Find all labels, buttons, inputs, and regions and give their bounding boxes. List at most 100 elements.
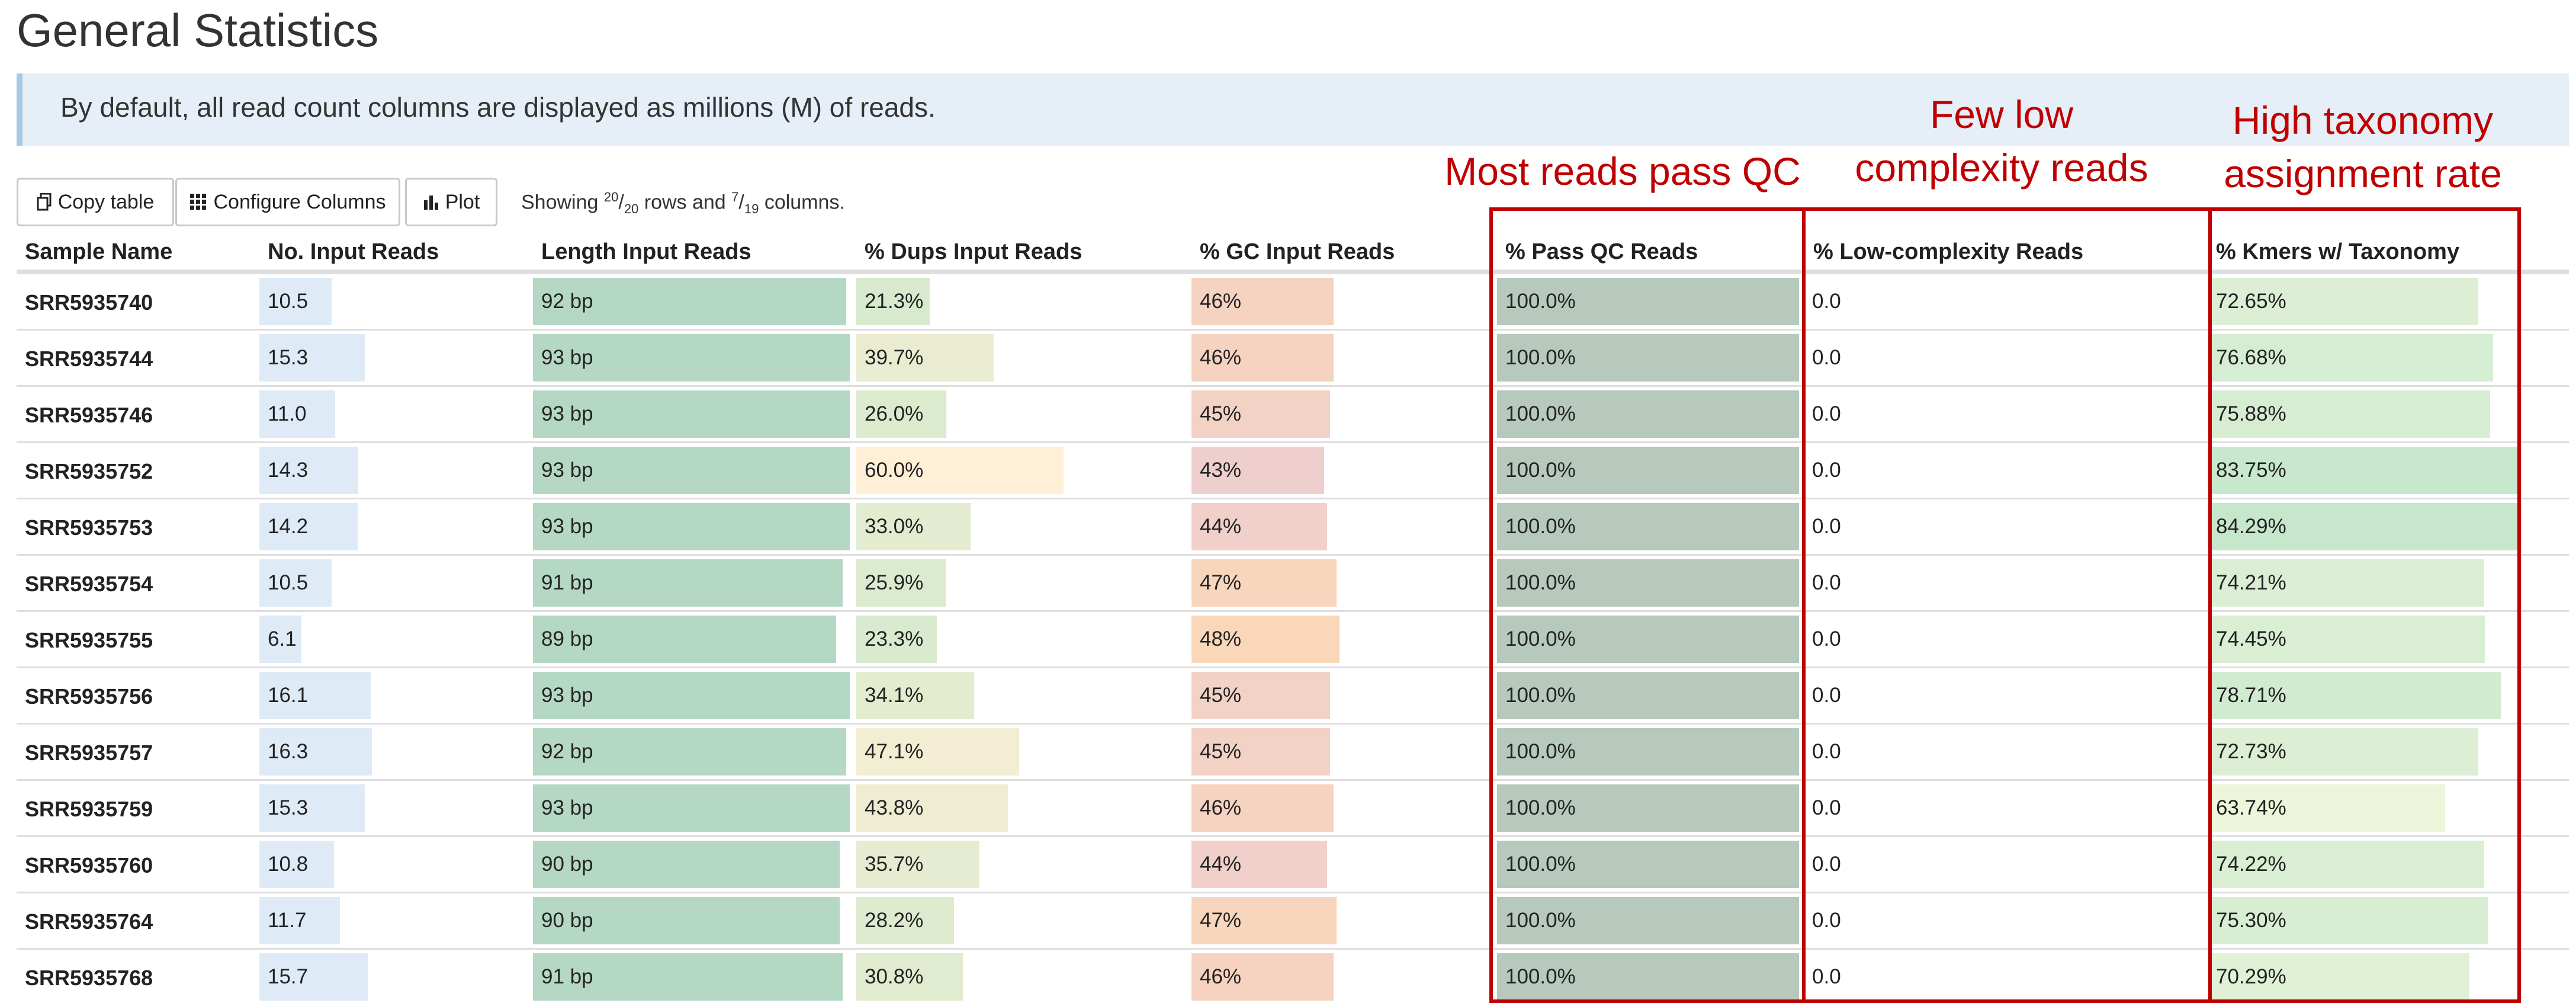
- input-cell: 16.1: [259, 672, 372, 719]
- column-header-input[interactable]: No. Input Reads: [268, 239, 439, 264]
- gc-value: 45%: [1200, 402, 1242, 425]
- lowc-cell: 0.0: [1805, 334, 2119, 382]
- info-notice-text: By default, all read count columns are d…: [60, 92, 936, 123]
- lowc-value: 0.0: [1812, 627, 1841, 650]
- input-bar: [259, 672, 371, 719]
- input-bar: [259, 278, 332, 325]
- lowc-value: 0.0: [1812, 571, 1841, 594]
- input-value: 10.5: [268, 290, 309, 313]
- dups-value: 34.1%: [865, 684, 924, 707]
- input-cell: 10.8: [259, 841, 372, 888]
- input-value: 14.3: [268, 459, 309, 482]
- pass-value: 100.0%: [1505, 796, 1576, 819]
- annotation-taxonomy-line1: High taxonomy: [2232, 98, 2494, 142]
- pass-cell: 100.0%: [1497, 616, 1799, 663]
- sample-name: SRR5935768: [25, 965, 153, 990]
- length-value: 89 bp: [541, 627, 593, 650]
- input-value: 14.2: [268, 515, 309, 538]
- kmers-cell: 63.74%: [2208, 784, 2522, 832]
- grid-icon: [189, 193, 207, 211]
- dups-bar: [856, 784, 1008, 832]
- length-cell: 93 bp: [533, 390, 850, 438]
- gc-bar: [1191, 278, 1334, 325]
- kmers-value: 74.22%: [2216, 853, 2286, 876]
- length-bar: [533, 616, 836, 663]
- kmers-value: 72.73%: [2216, 740, 2286, 763]
- gc-bar: [1191, 503, 1328, 550]
- kmers-bar: [2208, 559, 2484, 607]
- length-cell: 92 bp: [533, 728, 850, 776]
- dups-value: 43.8%: [865, 796, 924, 819]
- input-bar: [259, 953, 368, 1001]
- lowc-value: 0.0: [1812, 853, 1841, 876]
- kmers-cell: 84.29%: [2208, 503, 2522, 550]
- lowc-cell: 0.0: [1805, 616, 2119, 663]
- gc-bar: [1191, 672, 1331, 719]
- length-bar: [533, 278, 847, 325]
- dups-value: 39.7%: [865, 346, 924, 369]
- dups-cell: 47.1%: [856, 728, 1064, 776]
- length-bar: [533, 784, 850, 832]
- lowc-value: 0.0: [1812, 796, 1841, 819]
- configure-columns-button[interactable]: Configure Columns: [175, 178, 400, 226]
- pass-cell: 100.0%: [1497, 503, 1799, 550]
- copy-icon: [37, 193, 52, 211]
- table-row: SRR5935759 15.3 93 bp 43.8% 46% 100.0% 0.0 63.7…: [17, 781, 2569, 837]
- column-header-kmers[interactable]: % Kmers w/ Taxonomy: [2216, 239, 2460, 264]
- kmers-bar: [2208, 390, 2491, 438]
- pass-bar: [1497, 334, 1799, 382]
- kmers-bar: [2208, 841, 2484, 888]
- input-cell: 15.3: [259, 334, 372, 382]
- table-row: SRR5935760 10.8 90 bp 35.7% 44% 100.0% 0.0 74.2…: [17, 837, 2569, 893]
- table-row: SRR5935754 10.5 91 bp 25.9% 47% 100.0% 0.0 74.2…: [17, 556, 2569, 612]
- table-row: SRR5935756 16.1 93 bp 34.1% 45% 100.0% 0.0 78.7…: [17, 668, 2569, 725]
- input-value: 16.1: [268, 684, 309, 707]
- pass-bar: [1497, 897, 1799, 944]
- annotation-pass-qc: Most reads pass QC: [1444, 149, 1801, 193]
- column-header-lowc[interactable]: % Low-complexity Reads: [1813, 239, 2084, 264]
- dups-value: 30.8%: [865, 965, 924, 988]
- length-value: 93 bp: [541, 459, 593, 482]
- sample-name: SRR5935760: [25, 853, 153, 877]
- dups-value: 60.0%: [865, 459, 924, 482]
- input-bar: [259, 841, 334, 888]
- table-row: SRR5935757 16.3 92 bp 47.1% 45% 100.0% 0.0 72.7…: [17, 725, 2569, 781]
- dups-bar: [856, 390, 946, 438]
- sample-name: SRR5935755: [25, 627, 153, 652]
- length-bar: [533, 841, 840, 888]
- kmers-bar: [2208, 278, 2478, 325]
- length-cell: 93 bp: [533, 784, 850, 832]
- column-header-gc[interactable]: % GC Input Reads: [1200, 239, 1395, 264]
- pass-bar: [1497, 672, 1799, 719]
- plot-button[interactable]: Plot: [405, 178, 497, 226]
- column-header-name[interactable]: Sample Name: [25, 239, 173, 264]
- gc-cell: 45%: [1191, 728, 1340, 776]
- gc-cell: 44%: [1191, 841, 1340, 888]
- input-value: 10.8: [268, 853, 309, 876]
- input-value: 15.3: [268, 796, 309, 819]
- annotation-low-complexity-line1: Few low: [1929, 92, 2074, 136]
- kmers-value: 75.30%: [2216, 909, 2286, 932]
- dups-cell: 23.3%: [856, 616, 1064, 663]
- length-bar: [533, 447, 850, 494]
- pass-bar: [1497, 503, 1799, 550]
- input-bar: [259, 390, 336, 438]
- dups-cell: 34.1%: [856, 672, 1064, 719]
- column-header-length[interactable]: Length Input Reads: [541, 239, 751, 264]
- kmers-value: 63.74%: [2216, 796, 2286, 819]
- lowc-cell: 0.0: [1805, 278, 2119, 325]
- sample-name: SRR5935752: [25, 459, 153, 483]
- gc-bar: [1191, 616, 1340, 663]
- kmers-bar: [2208, 897, 2488, 944]
- table-header: Sample Name No. Input Reads Length Input R…: [17, 234, 2569, 274]
- column-header-pass[interactable]: % Pass QC Reads: [1505, 239, 1698, 264]
- pass-cell: 100.0%: [1497, 784, 1799, 832]
- dups-value: 23.3%: [865, 627, 924, 650]
- gc-value: 47%: [1200, 909, 1242, 932]
- pass-cell: 100.0%: [1497, 672, 1799, 719]
- column-header-dups[interactable]: % Dups Input Reads: [865, 239, 1083, 264]
- sample-name: SRR5935764: [25, 909, 153, 934]
- kmers-bar: [2208, 503, 2522, 550]
- rows-columns-count: Showing 20/20 rows and 7/19 columns.: [521, 190, 845, 217]
- copy-table-button[interactable]: Copy table: [17, 178, 174, 226]
